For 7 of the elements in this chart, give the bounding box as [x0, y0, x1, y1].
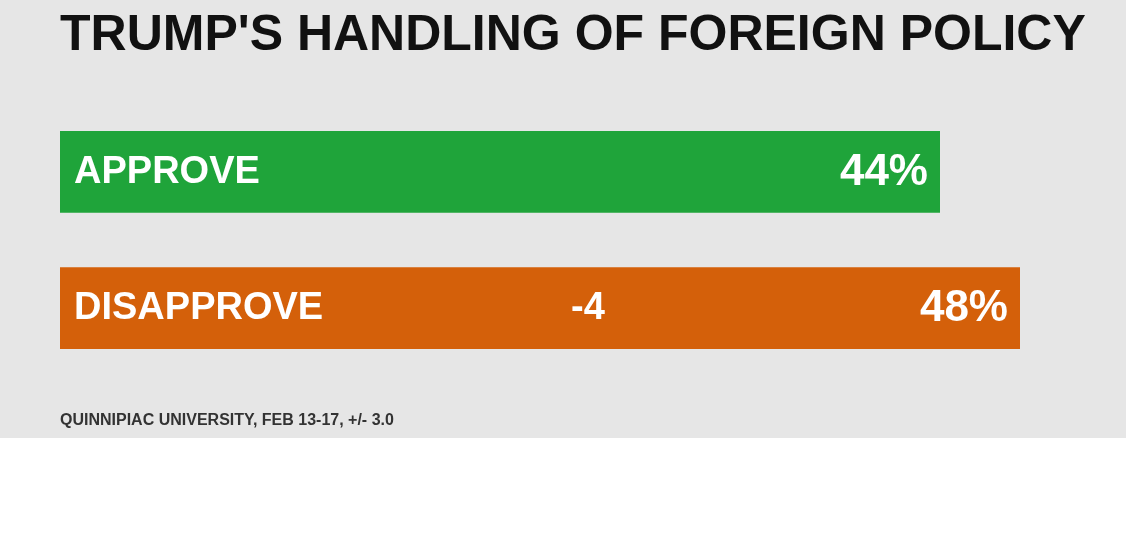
data-label: 48% — [919, 281, 1008, 331]
text: QUINNIPIAC UNIVERSITY, FEB 13-17, +/- 3.0 — [60, 411, 394, 428]
y-tick-label: APPROVE — [74, 148, 260, 191]
data-label: 44% — [839, 144, 928, 194]
annotation: -4 — [571, 285, 605, 328]
y-tick-label: DISAPPROVE — [74, 285, 324, 328]
chart-title: TRUMP'S HANDLING OF FOREIGN POLICY — [60, 5, 1086, 61]
